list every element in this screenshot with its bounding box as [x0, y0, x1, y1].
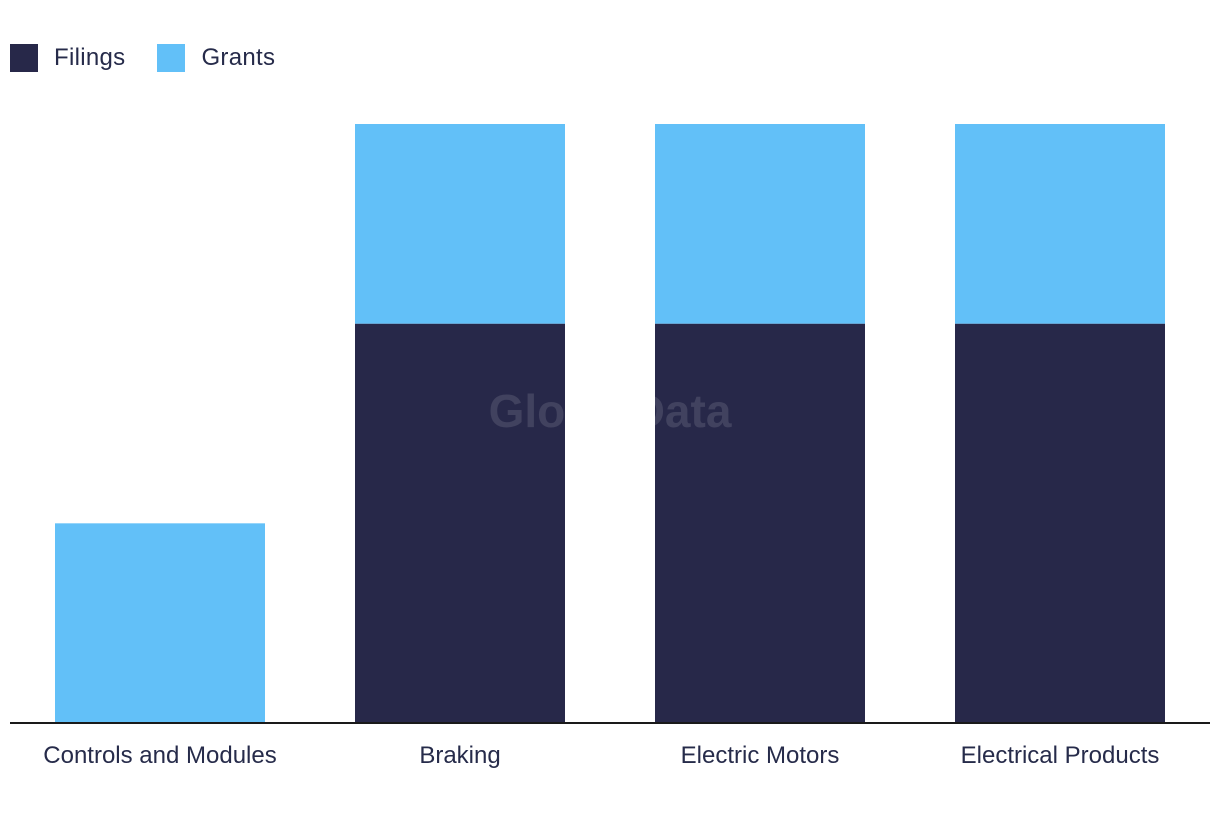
bar-filings-2 [655, 323, 865, 723]
chart-legend: Filings Grants [10, 44, 307, 72]
bar-filings-1 [355, 323, 565, 723]
bar-grants-1 [355, 124, 565, 324]
x-tick-labels: Controls and Modules Braking Electric Moto… [43, 742, 1159, 769]
legend-label-filings: Filings [54, 44, 126, 71]
x-tick-label: Controls and Modules [43, 742, 276, 769]
legend-swatch-filings [10, 44, 38, 72]
x-tick-label: Braking [419, 742, 500, 769]
legend-item-grants: Grants [157, 44, 275, 72]
legend-swatch-grants [157, 44, 186, 72]
x-tick-label: Electrical Products [961, 742, 1160, 769]
bar-filings-3 [955, 323, 1165, 723]
legend-label-grants: Grants [201, 44, 276, 71]
bar-grants-3 [955, 124, 1165, 324]
x-tick-label: Electric Motors [681, 742, 840, 769]
bar-grants-0 [55, 523, 265, 723]
bars-group [55, 124, 1165, 723]
bar-grants-2 [655, 124, 865, 324]
legend-item-filings: Filings [10, 44, 125, 72]
watermark-text: GlobalData [489, 385, 732, 437]
